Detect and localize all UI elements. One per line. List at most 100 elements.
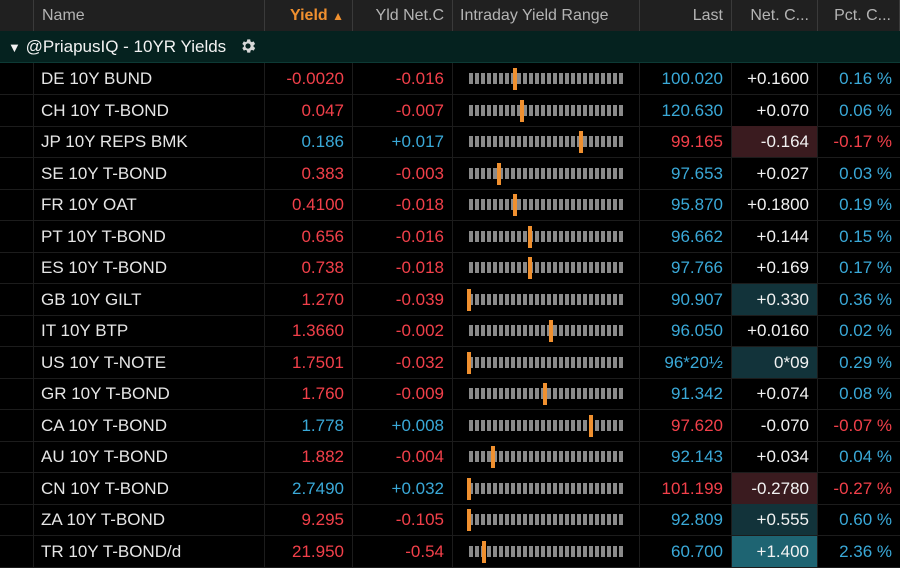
pct-change: -0.27 % (833, 478, 892, 498)
intraday-range-bar (453, 252, 640, 283)
yield-value: -0.0020 (265, 63, 353, 94)
pct-change: 0.02 % (839, 321, 892, 340)
last-price: 96*20½ (640, 346, 732, 378)
pct-change: 0.60 % (839, 510, 892, 529)
table-row[interactable]: SE 10Y T-BOND 0.383 -0.003 97.653 +0.027 0.03… (0, 157, 900, 190)
table-row[interactable]: JP 10Y REPS BMK 0.186 +0.017 99.165 -0.164 -0… (0, 126, 900, 158)
table-row[interactable]: CH 10Y T-BOND 0.047 -0.007 120.630 +0.070 0.0… (0, 94, 900, 127)
range-marker (520, 99, 525, 122)
intraday-range-bar (453, 189, 640, 220)
yield-net-change: -0.007 (353, 94, 453, 126)
yield-net-change: +0.017 (353, 126, 453, 157)
range-marker (527, 257, 532, 279)
intraday-range-bar (453, 535, 640, 567)
column-header-pct-change[interactable]: Pct. C... (818, 0, 900, 31)
table-row[interactable]: DE 10Y BUND -0.0020 -0.016 100.020 +0.1600 0.… (0, 63, 900, 95)
instrument-name[interactable]: CA 10Y T-BOND (34, 409, 265, 441)
instrument-name[interactable]: CH 10Y T-BOND (34, 94, 265, 126)
collapse-toggle-icon[interactable]: ▼ (8, 40, 21, 55)
last-price: 99.165 (640, 126, 732, 157)
instrument-name[interactable]: DE 10Y BUND (34, 63, 265, 94)
yield-net-change: -0.018 (353, 252, 453, 283)
column-header-yld-net[interactable]: Yld Net.C (353, 0, 453, 31)
table-row[interactable]: CN 10Y T-BOND 2.7490 +0.032 101.199 -0.2780-… (0, 472, 900, 505)
instrument-name[interactable]: TR 10Y T-BOND/d (34, 535, 265, 567)
instrument-name[interactable]: JP 10Y REPS BMK (34, 126, 265, 157)
group-header[interactable]: ▼ @PriapusIQ - 10YR Yields (0, 31, 900, 63)
range-marker (467, 509, 471, 531)
yield-value: 1.7501 (265, 346, 353, 378)
range-marker (491, 446, 496, 468)
table-row[interactable]: AU 10Y T-BOND 1.882 -0.004 92.143 +0.034 0.04… (0, 441, 900, 473)
yield-net-change: -0.018 (353, 189, 453, 220)
table-row[interactable]: IT 10Y BTP 1.3660 -0.002 96.050 +0.0160 0.02 … (0, 315, 900, 347)
range-marker (512, 194, 517, 216)
row-gutter (0, 63, 34, 94)
yield-net-change: -0.54 (353, 535, 453, 567)
last-price: 91.342 (640, 378, 732, 409)
last-price: 97.766 (640, 252, 732, 283)
range-marker (467, 288, 471, 311)
net-change: +0.074 (732, 378, 818, 409)
column-header-yield[interactable]: Yield ▲ (265, 0, 353, 31)
intraday-range-bar (453, 472, 640, 504)
net-change: +0.169 (732, 252, 818, 283)
last-price: 101.199 (640, 472, 732, 504)
pct-change: 2.36 % (839, 541, 892, 561)
gear-icon[interactable] (239, 37, 257, 55)
yield-value: 1.778 (265, 409, 353, 441)
column-header-net-change[interactable]: Net. C... (732, 0, 818, 31)
column-header-name[interactable]: Name (34, 0, 265, 31)
table-row[interactable]: PT 10Y T-BOND 0.656 -0.016 96.662 +0.144 0.15… (0, 220, 900, 253)
table-row[interactable]: ES 10Y T-BOND 0.738 -0.018 97.766 +0.169 0.17… (0, 252, 900, 284)
range-marker (579, 131, 584, 153)
row-gutter (0, 283, 34, 315)
instrument-name[interactable]: US 10Y T-NOTE (34, 346, 265, 378)
range-marker (549, 320, 554, 342)
yield-net-change: -0.009 (353, 378, 453, 409)
table-row[interactable]: ZA 10Y T-BOND 9.295 -0.105 92.809 +0.555 0.60… (0, 504, 900, 536)
row-gutter (0, 94, 34, 126)
instrument-name[interactable]: PT 10Y T-BOND (34, 220, 265, 252)
instrument-name[interactable]: ZA 10Y T-BOND (34, 504, 265, 535)
instrument-name[interactable]: FR 10Y OAT (34, 189, 265, 220)
table-row[interactable]: US 10Y T-NOTE 1.7501 -0.032 96*20½ 0*09 0.29 … (0, 346, 900, 379)
range-ticks (469, 262, 625, 273)
row-gutter (0, 220, 34, 252)
group-title-wrap: ▼ @PriapusIQ - 10YR Yields (8, 31, 257, 63)
range-ticks (469, 356, 625, 368)
row-gutter (0, 252, 34, 283)
net-change: +0.027 (732, 157, 818, 189)
row-gutter (0, 441, 34, 472)
yield-net-change: -0.003 (353, 157, 453, 189)
instrument-name[interactable]: GR 10Y T-BOND (34, 378, 265, 409)
table-row[interactable]: CA 10Y T-BOND 1.778 +0.008 97.620 -0.070 -0.0… (0, 409, 900, 442)
instrument-name[interactable]: IT 10Y BTP (34, 315, 265, 346)
instrument-name[interactable]: ES 10Y T-BOND (34, 252, 265, 283)
instrument-name[interactable]: AU 10Y T-BOND (34, 441, 265, 472)
range-marker (467, 477, 471, 500)
column-header-last[interactable]: Last (640, 0, 732, 31)
table-row[interactable]: GB 10Y GILT 1.270 -0.039 90.907 +0.330 0.36 % (0, 283, 900, 316)
column-header-row: Name Yield ▲ Yld Net.C Intraday Yield Ra… (0, 0, 900, 32)
column-header-range[interactable]: Intraday Yield Range (453, 0, 640, 31)
range-marker (512, 68, 517, 90)
range-marker (588, 414, 593, 437)
table-row[interactable]: GR 10Y T-BOND 1.760 -0.009 91.342 +0.074 0.08… (0, 378, 900, 410)
yield-value: 1.882 (265, 441, 353, 472)
pct-change: -0.17 % (833, 132, 892, 151)
instrument-name[interactable]: CN 10Y T-BOND (34, 472, 265, 504)
net-change: +0.1600 (732, 63, 818, 94)
instrument-name[interactable]: GB 10Y GILT (34, 283, 265, 315)
pct-change: 0.15 % (839, 226, 892, 246)
row-gutter (0, 315, 34, 346)
intraday-range-bar (453, 157, 640, 189)
table-row[interactable]: FR 10Y OAT 0.4100 -0.018 95.870 +0.1800 0.19 … (0, 189, 900, 221)
net-change: +0.1800 (732, 189, 818, 220)
net-change: +0.070 (732, 94, 818, 126)
range-ticks (469, 451, 625, 462)
range-ticks (469, 325, 625, 336)
range-marker (497, 162, 502, 185)
instrument-name[interactable]: SE 10Y T-BOND (34, 157, 265, 189)
